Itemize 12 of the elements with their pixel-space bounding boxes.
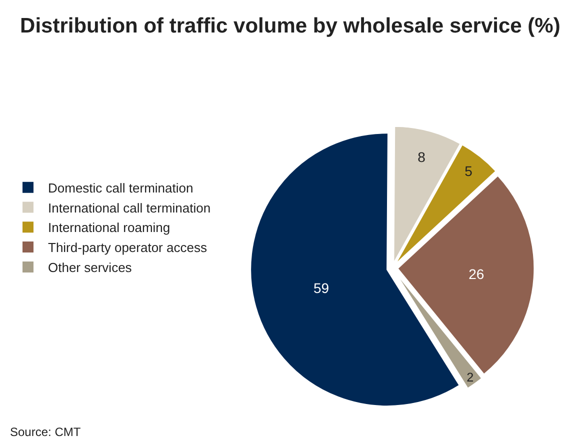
data-label: 59 [313,280,330,296]
data-label: 8 [418,149,426,166]
legend-label: Domestic call termination [48,180,194,196]
data-label: 5 [464,163,473,180]
legend-label: Other services [48,260,132,276]
legend-label: International call termination [48,200,211,216]
data-label: 2 [466,370,474,384]
legend-label: International roaming [48,220,170,236]
data-label: 26 [468,266,484,282]
source-note: Source: CMT [10,425,82,439]
chart-title: Distribution of traffic volume by wholesale service (%) [20,14,560,38]
legend-label: Third-party operator access [48,240,208,256]
